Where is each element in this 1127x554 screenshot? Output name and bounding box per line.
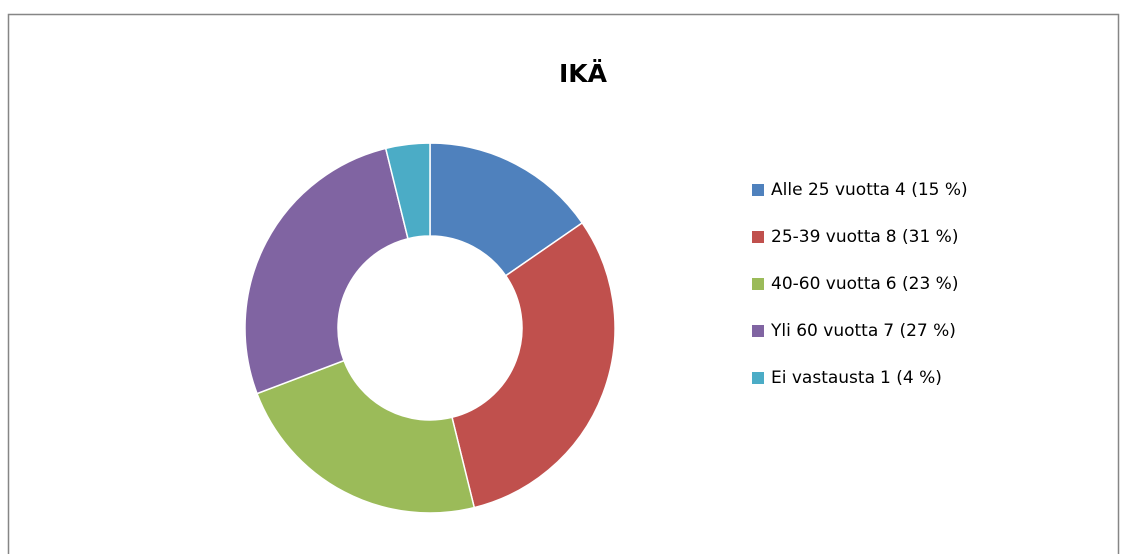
donut-slice: [451, 221, 616, 509]
legend-swatch: [752, 325, 764, 337]
legend-label: 25-39 vuotta 8 (31 %): [771, 227, 958, 247]
legend-category: 25-39 vuotta: [771, 227, 881, 247]
legend-label: Yli 60 vuotta 7 (27 %): [770, 321, 956, 341]
legend-category: Alle 25 vuotta: [771, 180, 890, 200]
legend-value: 4 (15 %): [895, 180, 968, 200]
donut-slice: [244, 147, 409, 395]
legend-value: 8 (31 %): [886, 227, 959, 247]
donut-slice: [384, 142, 431, 240]
legend-value: 1 (4 %): [880, 368, 942, 388]
legend-value: 7 (27 %): [883, 321, 956, 341]
legend-label: 40-60 vuotta 6 (23 %): [771, 274, 958, 294]
legend-swatch: [752, 278, 764, 290]
legend-swatch: [752, 231, 764, 243]
legend-label: Alle 25 vuotta 4 (15 %): [771, 180, 968, 200]
legend-swatch: [752, 184, 764, 196]
legend-label: Ei vastausta 1 (4 %): [771, 368, 942, 388]
chart-title: IKÄ: [559, 58, 608, 88]
legend-value: 6 (23 %): [886, 274, 959, 294]
legend-category: Ei vastausta: [771, 368, 875, 388]
donut-slice: [256, 359, 476, 514]
legend-swatch: [752, 372, 764, 384]
legend-category: 40-60 vuotta: [771, 274, 881, 294]
legend-category: Yli 60 vuotta: [770, 321, 878, 341]
